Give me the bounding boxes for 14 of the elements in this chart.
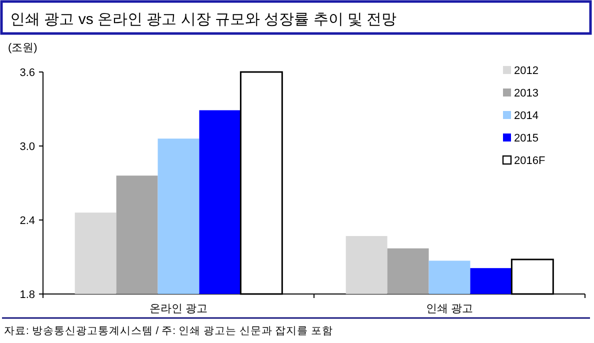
text: 자료: 방송통신광고통계시스템 / 주: 인쇄 광고는 신문과 잡지를 포함 (4, 325, 334, 337)
legend-label: 2014 (514, 110, 538, 122)
y-tick-label: 3.0 (20, 141, 35, 153)
legend-label: 2016F (514, 155, 546, 167)
chart-title: 인쇄 광고 vs 온라인 광고 시장 규모와 성장률 추이 및 전망 (10, 11, 397, 28)
legend-label: 2015 (514, 132, 538, 144)
x-tick-label: 인쇄 광고 (426, 303, 474, 315)
x-tick-label: 온라인 광고 (149, 303, 208, 315)
y-tick-label: 3.6 (20, 67, 35, 79)
y-tick-label: 2.4 (20, 215, 35, 227)
legend-label: 2013 (514, 88, 538, 100)
y-tick-label: 1.8 (20, 289, 35, 301)
legend-label: 2012 (514, 65, 538, 77)
y-axis-title: (조원) (8, 42, 38, 54)
